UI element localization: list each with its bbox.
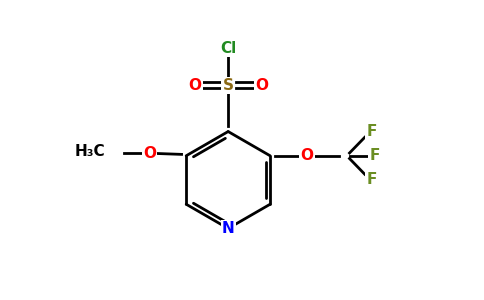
Text: S: S	[223, 78, 234, 93]
Text: O: O	[301, 148, 314, 163]
Text: F: F	[366, 124, 377, 139]
Text: Cl: Cl	[220, 41, 236, 56]
Text: F: F	[366, 172, 377, 187]
Text: F: F	[370, 148, 380, 163]
Text: O: O	[255, 78, 268, 93]
Text: O: O	[143, 146, 156, 161]
Text: O: O	[188, 78, 201, 93]
Text: H₃C: H₃C	[75, 144, 106, 159]
Text: N: N	[222, 221, 235, 236]
